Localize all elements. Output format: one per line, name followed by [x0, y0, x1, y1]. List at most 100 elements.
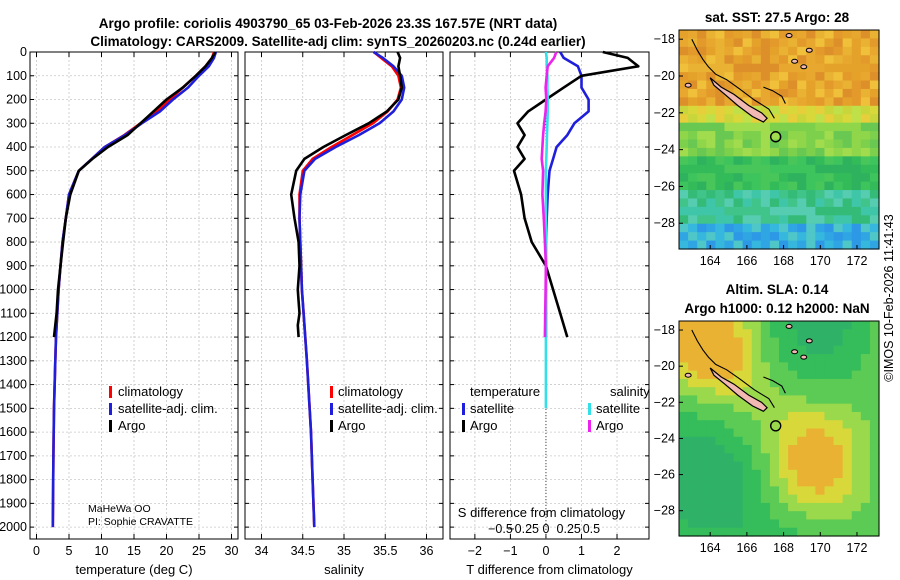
heatmap-cell	[697, 97, 707, 107]
heatmap-cell	[760, 88, 771, 98]
heatmap-cell	[742, 461, 753, 471]
heatmap-cell	[797, 370, 807, 380]
heatmap-cell	[860, 461, 871, 471]
salinity-tick-label: −0.25	[507, 522, 539, 536]
heatmap-cell	[706, 445, 716, 454]
heatmap-cell	[824, 345, 835, 355]
heatmap-cell	[742, 198, 753, 208]
heatmap-cell	[724, 478, 735, 487]
heatmap-cell	[688, 469, 698, 479]
heatmap-cell	[706, 395, 716, 405]
heatmap-cell	[815, 337, 826, 347]
heatmap-cell	[769, 469, 780, 479]
heatmap-cell	[833, 114, 844, 124]
heatmap-cell	[715, 420, 726, 430]
heatmap-cell	[779, 445, 789, 454]
heatmap-cell	[842, 411, 853, 421]
heatmap-cell	[724, 395, 735, 405]
heatmap-cell	[851, 445, 862, 454]
heatmap-cell	[806, 88, 816, 98]
heatmap-cell	[751, 240, 762, 250]
heatmap-cell	[760, 469, 771, 479]
heatmap-cell	[815, 30, 826, 40]
heatmap-cell	[697, 164, 707, 174]
heatmap-cell	[751, 428, 762, 438]
heatmap-cell	[697, 122, 707, 132]
heatmap-cell	[860, 72, 871, 82]
heatmap-cell	[751, 139, 762, 149]
heatmap-cell	[842, 131, 853, 141]
heatmap-cell	[679, 139, 689, 149]
heatmap-cell	[697, 411, 707, 421]
heatmap-cell	[797, 428, 807, 438]
heatmap-cell	[851, 181, 862, 191]
heatmap-cell	[742, 370, 753, 380]
heatmap-cell	[869, 206, 880, 216]
heatmap-cell	[760, 38, 771, 48]
heatmap-cell	[842, 502, 853, 512]
heatmap-cell	[869, 139, 880, 149]
heatmap-cell	[742, 494, 753, 504]
heatmap-cell	[797, 486, 807, 496]
heatmap-cell	[815, 411, 826, 421]
heatmap-cell	[842, 156, 853, 166]
heatmap-cell	[842, 445, 853, 454]
heatmap-cell	[833, 105, 844, 115]
y-tick-label: 100	[6, 69, 27, 83]
heatmap-cell	[842, 395, 853, 405]
heatmap-cell	[751, 519, 762, 529]
heatmap-cell	[760, 55, 771, 65]
heatmap-cell	[769, 329, 780, 339]
heatmap-cell	[733, 461, 744, 471]
heatmap-cell	[679, 88, 689, 98]
heatmap-cell	[788, 198, 798, 208]
legend-mark-sal-argo	[588, 420, 591, 432]
heatmap-cell	[851, 502, 862, 512]
heatmap-cell	[715, 30, 726, 40]
heatmap-cell	[715, 114, 726, 124]
heatmap-cell	[788, 527, 798, 537]
heatmap-cell	[742, 378, 753, 388]
heatmap-cell	[769, 453, 780, 463]
map-x-tick-label: 172	[847, 254, 868, 268]
heatmap-cell	[715, 337, 726, 347]
heatmap-cell	[769, 72, 780, 82]
heatmap-cell	[851, 354, 862, 363]
heatmap-cell	[760, 240, 771, 250]
heatmap-cell	[760, 215, 771, 225]
salinity-tick-label: 0.25	[557, 522, 581, 536]
heatmap-cell	[733, 46, 744, 56]
heatmap-cell	[860, 420, 871, 430]
heatmap-cell	[788, 403, 798, 413]
legend-label-temp-argo: Argo	[470, 418, 497, 433]
heatmap-cell	[788, 478, 798, 487]
heatmap-cell	[715, 63, 726, 73]
heatmap-cell	[806, 321, 816, 330]
heatmap-cell	[679, 55, 689, 65]
legend-mark-satellite	[330, 403, 333, 415]
heatmap-cell	[833, 354, 844, 363]
heatmap-cell	[688, 55, 698, 65]
heatmap-cell	[779, 206, 789, 216]
heatmap-cell	[706, 215, 716, 225]
heatmap-cell	[706, 46, 716, 56]
heatmap-cell	[842, 403, 853, 413]
heatmap-cell	[697, 181, 707, 191]
heatmap-cell	[842, 147, 853, 157]
heatmap-cell	[824, 387, 835, 397]
heatmap-cell	[833, 428, 844, 438]
heatmap-cell	[869, 411, 880, 421]
heatmap-cell	[824, 72, 835, 82]
owner-line2: PI: Sophie CRAVATTE	[88, 516, 193, 528]
heatmap-cell	[751, 362, 762, 372]
heatmap-cell	[733, 198, 744, 208]
heatmap-cell	[833, 420, 844, 430]
heatmap-cell	[715, 164, 726, 174]
x-tick-label: 35.5	[373, 544, 397, 558]
heatmap-cell	[751, 411, 762, 421]
heatmap-cell	[833, 240, 844, 250]
heatmap-cell	[733, 478, 744, 487]
heatmap-cell	[751, 164, 762, 174]
y-tick-label: 1000	[0, 283, 27, 297]
heatmap-cell	[788, 190, 798, 200]
